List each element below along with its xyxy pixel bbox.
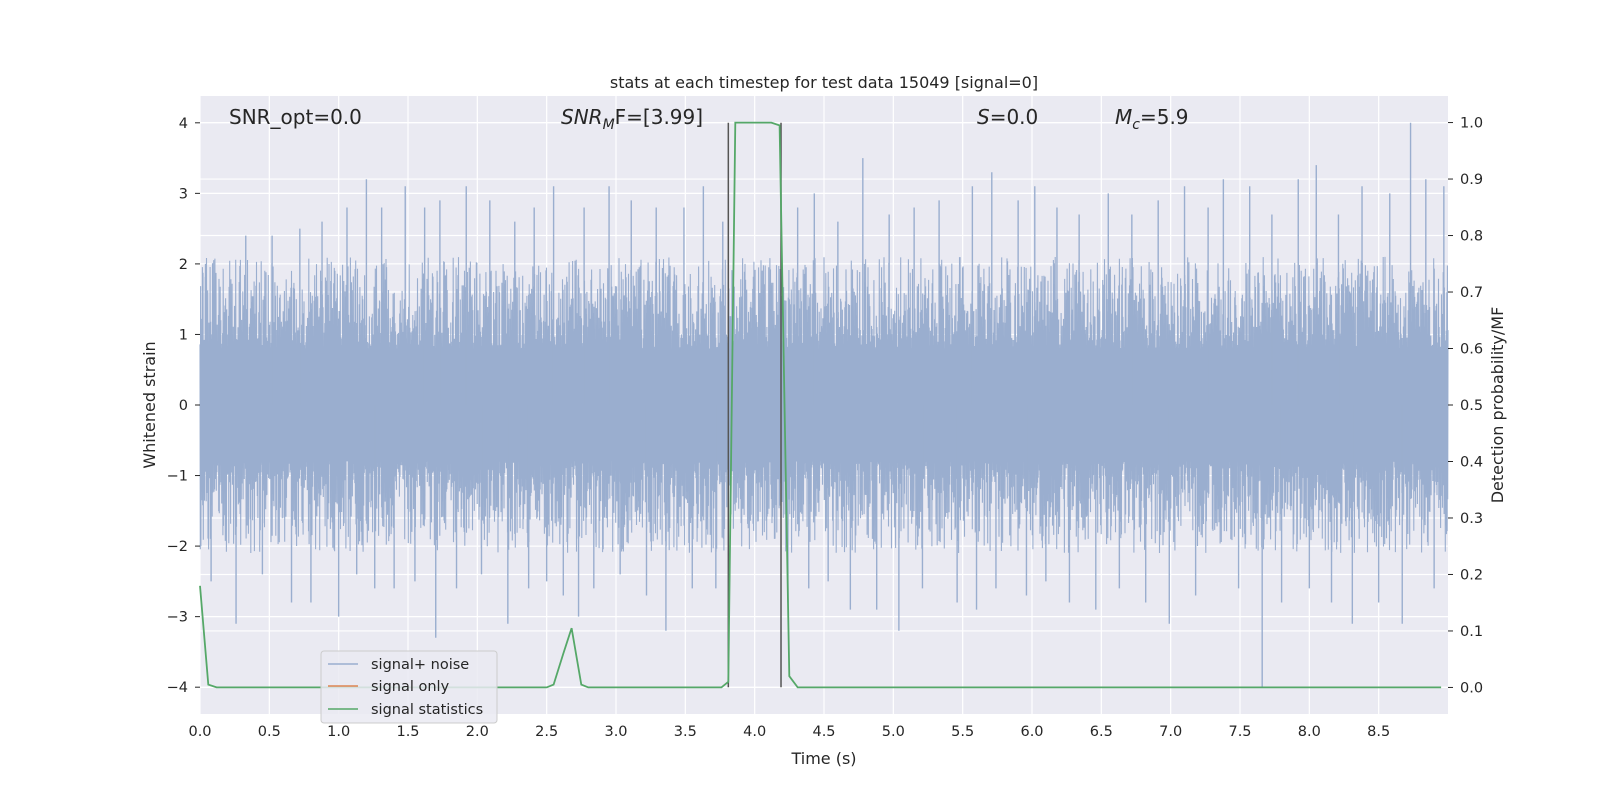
annotation-snr-mf-tail: F=[3.99] — [615, 105, 703, 129]
annotation-snr-mf-main: SNR — [561, 105, 603, 129]
x-tick-label: 8.0 — [1298, 724, 1321, 740]
legend-label-signal-statistics: signal statistics — [371, 702, 483, 718]
annotation-mc-tail: =5.9 — [1140, 105, 1189, 129]
legend: signal+ noise signal only signal statist… — [320, 650, 498, 724]
annotation-mc: Mc=5.9 — [1115, 105, 1189, 133]
x-tick-label: 5.5 — [951, 724, 974, 740]
y-tick-label: −4 — [167, 680, 188, 696]
y-tick-label: 2 — [179, 257, 188, 273]
y-tick-label-right: 1.0 — [1460, 116, 1483, 132]
x-tick-label: 2.0 — [466, 724, 489, 740]
annotation-snr-opt: SNR_opt=0.0 — [229, 105, 362, 129]
x-tick-label: 4.5 — [812, 724, 835, 740]
y-tick-label: −2 — [167, 539, 188, 555]
tick-labels: 0.0 0.5 1.0 1.5 2.0 2.5 3.0 3.5 4.0 4.5 5.0 5.5 6.0 6… — [167, 116, 1483, 740]
y-tick-label: 3 — [179, 186, 188, 202]
legend-box — [320, 650, 498, 724]
x-tick-label: 7.0 — [1159, 724, 1182, 740]
x-tick-label: 8.5 — [1367, 724, 1390, 740]
y-tick-label: 1 — [179, 327, 188, 343]
legend-label-signal-only: signal only — [371, 679, 450, 695]
x-tick-label: 3.5 — [674, 724, 697, 740]
y-axis-label-right: Detection probability/MF — [1488, 307, 1507, 504]
signal-plus-noise-series — [199, 122, 1449, 688]
y-tick-label-right: 0.4 — [1460, 454, 1483, 470]
x-tick-label: 1.0 — [327, 724, 350, 740]
y-tick-label: 4 — [179, 116, 188, 132]
annotation-mc-sub: c — [1132, 117, 1140, 133]
x-tick-label: 0.0 — [188, 724, 211, 740]
y-tick-label-right: 0.2 — [1460, 567, 1483, 583]
chart-title: stats at each timestep for test data 150… — [610, 73, 1038, 92]
y-tick-label-right: 0.7 — [1460, 285, 1483, 301]
y-tick-label: −3 — [167, 610, 188, 626]
x-tick-label: 0.5 — [258, 724, 281, 740]
y-tick-label-right: 0.9 — [1460, 172, 1483, 188]
y-tick-label-right: 0.8 — [1460, 229, 1483, 245]
x-tick-label: 4.0 — [743, 724, 766, 740]
x-tick-label: 3.0 — [604, 724, 627, 740]
annotation-s-tail: =0.0 — [990, 105, 1039, 129]
x-axis-label: Time (s) — [790, 749, 856, 768]
x-tick-label: 5.0 — [882, 724, 905, 740]
y-axis-label: Whitened strain — [140, 341, 159, 468]
annotation-snr-mf-sub: M — [603, 117, 615, 133]
x-tick-label: 7.5 — [1228, 724, 1251, 740]
x-tick-label: 6.5 — [1090, 724, 1113, 740]
annotation-snr-mf: SNRMF=[3.99] — [561, 105, 703, 133]
y-tick-label-right: 0.5 — [1460, 398, 1483, 414]
y-tick-label-right: 0.6 — [1460, 342, 1483, 358]
y-tick-label-right: 0.0 — [1460, 680, 1483, 696]
x-tick-label: 1.5 — [396, 724, 419, 740]
x-tick-label: 6.0 — [1020, 724, 1043, 740]
y-tick-label: 0 — [179, 398, 188, 414]
y-tick-label-right: 0.3 — [1460, 511, 1483, 527]
x-tick-label: 2.5 — [535, 724, 558, 740]
noise-trace — [199, 256, 1449, 554]
annotation-mc-main: M — [1115, 105, 1132, 129]
annotation-s: S=0.0 — [977, 105, 1038, 129]
legend-label-signal-noise: signal+ noise — [371, 657, 469, 673]
annotation-s-main: S — [977, 105, 990, 129]
y-tick-label-right: 0.1 — [1460, 624, 1483, 640]
y-tick-label: −1 — [167, 469, 188, 485]
